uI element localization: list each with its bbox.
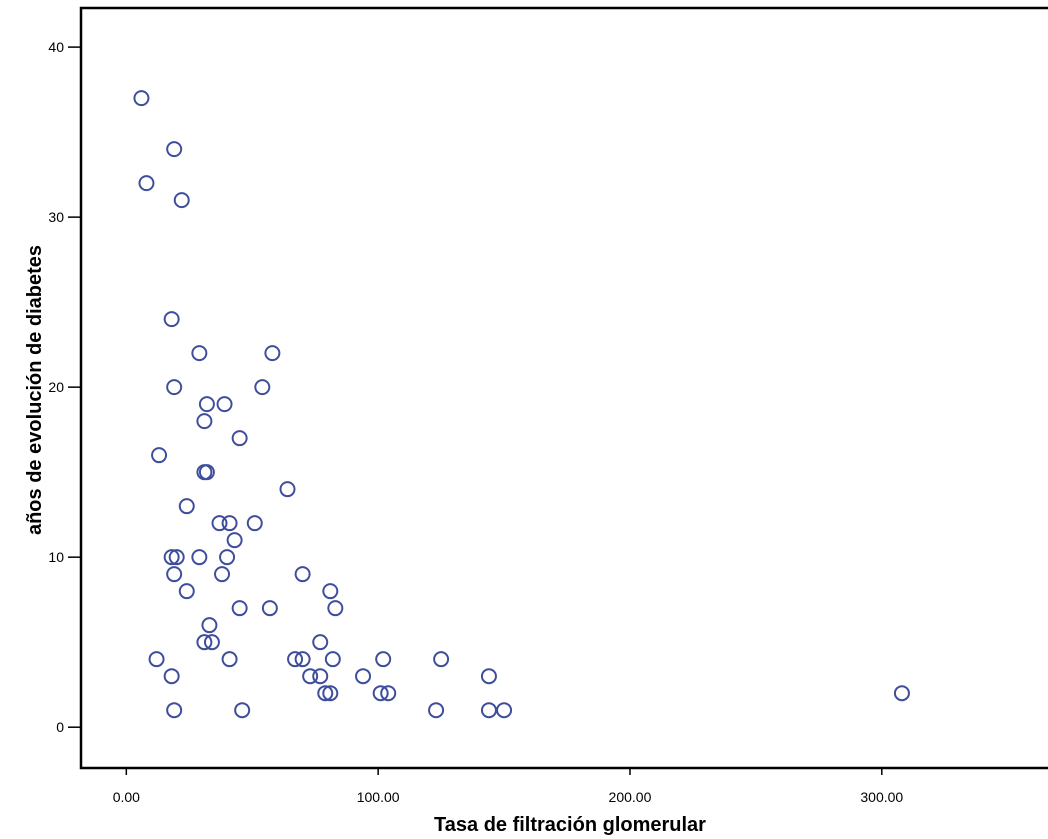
data-point <box>322 685 339 702</box>
y-tick-label: 0 <box>56 719 64 735</box>
data-point <box>496 702 513 719</box>
data-point <box>198 396 215 413</box>
data-point <box>380 685 397 702</box>
data-point <box>166 141 183 158</box>
data-point <box>219 549 236 566</box>
data-point <box>312 634 329 651</box>
plot-border <box>79 6 1048 770</box>
data-point <box>327 600 344 617</box>
data-point <box>246 515 263 532</box>
data-point <box>198 464 215 481</box>
data-point <box>231 430 248 447</box>
y-axis-title: años de evolución de diabetes <box>24 245 46 535</box>
data-point <box>312 668 329 685</box>
data-point <box>163 668 180 685</box>
data-point <box>163 311 180 328</box>
y-tick-label: 30 <box>48 209 64 225</box>
data-point <box>178 583 195 600</box>
data-point <box>191 345 208 362</box>
data-point <box>372 685 389 702</box>
data-point <box>173 192 190 209</box>
data-point <box>433 651 450 668</box>
data-point <box>261 600 278 617</box>
data-point <box>151 447 168 464</box>
y-tick-label: 20 <box>48 379 64 395</box>
data-point <box>355 668 372 685</box>
data-point <box>221 651 238 668</box>
data-point <box>279 481 296 498</box>
y-tick-label: 10 <box>48 549 64 565</box>
data-points <box>133 90 910 719</box>
data-point <box>480 702 497 719</box>
data-point <box>226 532 243 549</box>
data-point <box>214 566 231 583</box>
data-point <box>893 685 910 702</box>
plot-area <box>79 6 1048 770</box>
data-point <box>166 566 183 583</box>
data-point <box>294 566 311 583</box>
data-point <box>322 583 339 600</box>
data-point <box>317 685 334 702</box>
data-point <box>196 634 213 651</box>
data-point <box>287 651 304 668</box>
data-point <box>168 549 185 566</box>
data-point <box>166 379 183 396</box>
data-point <box>191 549 208 566</box>
data-point <box>234 702 251 719</box>
data-point <box>166 702 183 719</box>
data-point <box>163 549 180 566</box>
y-axis: 0 10 20 30 40 <box>48 39 81 735</box>
data-point <box>178 498 195 515</box>
data-point <box>480 668 497 685</box>
data-point <box>148 651 165 668</box>
data-point <box>264 345 281 362</box>
x-tick-label: 0.00 <box>113 789 140 805</box>
data-point <box>231 600 248 617</box>
data-point <box>201 617 218 634</box>
data-point <box>211 515 228 532</box>
data-point <box>375 651 392 668</box>
data-point <box>294 651 311 668</box>
x-axis: 0.00 100.00 200.00 300.00 <box>113 768 903 805</box>
data-point <box>221 515 238 532</box>
data-point <box>324 651 341 668</box>
y-tick-label: 40 <box>48 39 64 55</box>
data-point <box>216 396 233 413</box>
data-point <box>203 634 220 651</box>
x-axis-title: Tasa de filtración glomerular <box>434 814 706 836</box>
x-tick-label: 100.00 <box>357 789 400 805</box>
data-point <box>196 413 213 430</box>
data-point <box>133 90 150 107</box>
data-point <box>428 702 445 719</box>
x-tick-label: 300.00 <box>860 789 903 805</box>
x-tick-label: 200.00 <box>609 789 652 805</box>
data-point <box>254 379 271 396</box>
data-point <box>138 175 155 192</box>
data-point <box>302 668 319 685</box>
